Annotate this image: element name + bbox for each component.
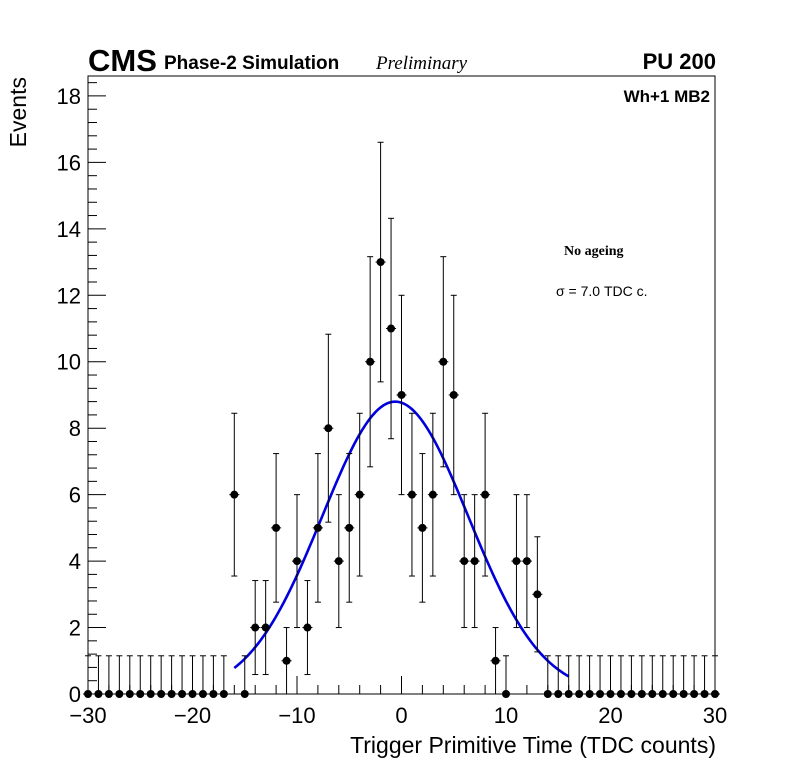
condition-label: No ageing <box>564 244 624 259</box>
data-point <box>292 494 302 629</box>
y-tick-label: 6 <box>69 483 81 508</box>
data-point <box>229 412 240 577</box>
data-point <box>636 655 647 698</box>
data-point <box>406 412 417 577</box>
data-point <box>208 655 219 698</box>
data-point <box>396 294 407 496</box>
data-point <box>417 453 428 603</box>
data-point <box>386 217 397 440</box>
data-point <box>197 655 208 698</box>
cms-label: CMS <box>88 43 157 78</box>
data-point <box>312 453 323 603</box>
x-tick-label: 0 <box>395 703 407 728</box>
y-tick-label: 10 <box>57 350 81 375</box>
data-point <box>459 494 470 629</box>
data-point <box>166 655 177 698</box>
data-point <box>553 655 564 698</box>
x-tick-label: −20 <box>174 703 211 728</box>
region-label: Wh+1 MB2 <box>624 87 710 106</box>
data-point <box>354 412 365 577</box>
phase-label: Phase-2 Simulation <box>164 53 339 74</box>
data-point <box>626 655 637 698</box>
data-point <box>271 453 282 603</box>
data-point <box>375 141 386 383</box>
x-tick-label: 10 <box>494 703 518 728</box>
y-tick-label: 2 <box>69 616 81 641</box>
data-point <box>542 655 553 698</box>
y-axis: 0 2 4 6 8 10 12 14 16 18 <box>57 82 106 707</box>
data-point <box>584 655 595 698</box>
data-point <box>281 627 292 695</box>
data-point <box>448 294 459 496</box>
data-point <box>344 453 355 603</box>
data-point <box>124 655 135 698</box>
pileup-label: PU 200 <box>643 49 716 74</box>
y-tick-label: 4 <box>69 549 81 574</box>
data-point <box>83 655 93 698</box>
data-point <box>250 580 261 676</box>
preliminary-label: Preliminary <box>375 53 468 74</box>
data-point <box>574 655 585 698</box>
data-point <box>103 655 114 698</box>
sigma-label: σ = 7.0 TDC c. <box>556 283 648 299</box>
y-tick-label: 12 <box>57 283 81 308</box>
data-point <box>605 655 616 698</box>
data-point <box>114 655 125 698</box>
data-point <box>427 412 438 577</box>
data-point <box>260 580 271 676</box>
data-point <box>135 655 146 698</box>
y-tick-label: 0 <box>69 682 81 707</box>
y-tick-label: 16 <box>57 150 81 175</box>
data-point <box>469 494 480 629</box>
x-tick-label: 30 <box>703 703 727 728</box>
data-points <box>83 141 720 698</box>
data-point <box>490 627 501 695</box>
data-point <box>678 655 689 698</box>
x-tick-label: −10 <box>278 703 315 728</box>
data-point <box>501 655 511 698</box>
data-point <box>532 536 543 653</box>
data-point <box>333 494 344 629</box>
data-point <box>239 655 250 698</box>
data-point <box>187 655 198 698</box>
x-axis: −30 −20 −10 0 10 20 30 <box>69 676 727 728</box>
data-point <box>563 655 574 698</box>
data-point <box>218 655 229 698</box>
data-point <box>323 333 334 523</box>
x-axis-label: Trigger Primitive Time (TDC counts) <box>350 732 716 758</box>
x-tick-label: 20 <box>598 703 622 728</box>
data-point <box>511 494 522 629</box>
data-point <box>93 655 104 698</box>
data-point <box>177 655 188 698</box>
y-tick-label: 8 <box>69 416 81 441</box>
data-point <box>657 655 668 698</box>
data-point <box>710 655 720 698</box>
data-point <box>699 655 710 698</box>
data-point <box>480 412 491 577</box>
data-point <box>689 655 700 698</box>
data-point <box>145 655 156 698</box>
y-tick-label: 18 <box>57 84 81 109</box>
y-axis-label: Events <box>5 77 31 147</box>
data-point <box>521 494 532 629</box>
data-point <box>438 256 449 468</box>
data-point <box>615 655 626 698</box>
data-point <box>595 655 606 698</box>
data-point <box>668 655 679 698</box>
y-tick-label: 14 <box>57 217 81 242</box>
data-point <box>365 256 376 468</box>
x-tick-label: −30 <box>69 703 106 728</box>
data-point <box>156 655 167 698</box>
data-point <box>302 580 313 676</box>
data-point <box>647 655 658 698</box>
